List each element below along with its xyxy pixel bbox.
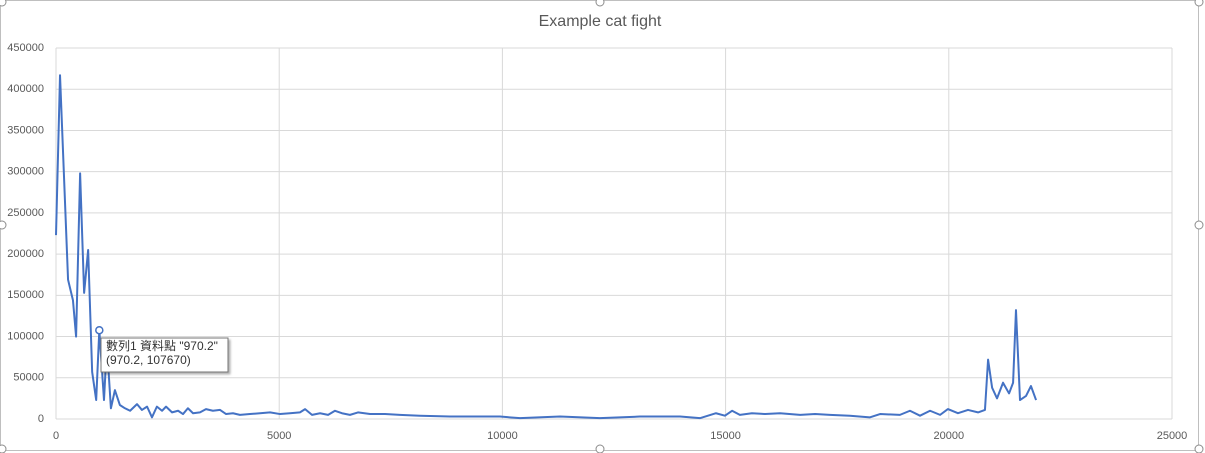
y-tick-label: 100000 — [7, 330, 44, 342]
tooltip-text: (970.2, 107670) — [106, 353, 191, 367]
tooltip-text: 數列1 資料點 "970.2" — [106, 339, 218, 353]
chart-title: Example cat fight — [539, 13, 662, 30]
y-tick-label: 200000 — [7, 248, 44, 260]
x-tick-label: 5000 — [267, 430, 291, 442]
selected-point — [95, 325, 104, 335]
y-tick-label: 450000 — [7, 42, 44, 54]
x-tick-label: 25000 — [1157, 430, 1188, 442]
y-tick-label: 250000 — [7, 207, 44, 219]
tooltip: 數列1 資料點 "970.2"(970.2, 107670) — [100, 337, 229, 373]
y-tick-label: 0 — [38, 413, 44, 425]
y-tick-label: 150000 — [7, 289, 44, 301]
data-line — [55, 74, 1038, 420]
x-tick-label: 10000 — [487, 430, 518, 442]
x-tick-label: 0 — [53, 430, 59, 442]
tooltip-box — [100, 337, 229, 373]
x-tick-label: 15000 — [710, 430, 741, 442]
y-tick-label: 50000 — [13, 372, 44, 384]
y-tick-label: 350000 — [7, 124, 44, 136]
y-tick-label: 300000 — [7, 166, 44, 178]
y-tick-label: 400000 — [7, 83, 44, 95]
x-tick-label: 20000 — [934, 430, 965, 442]
